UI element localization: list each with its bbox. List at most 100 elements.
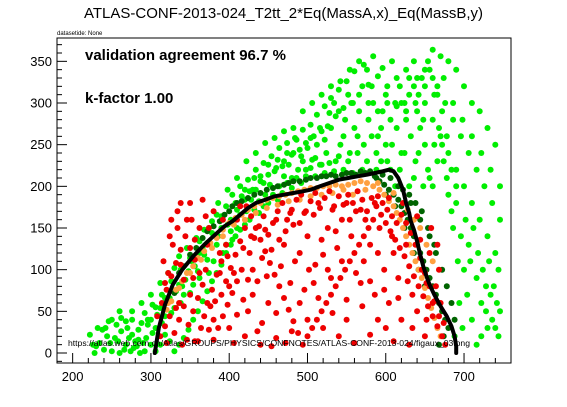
point-red-115 bbox=[182, 233, 189, 240]
point-green-348 bbox=[118, 328, 125, 335]
point-red-144 bbox=[359, 303, 366, 310]
point-green-92 bbox=[476, 216, 483, 223]
point-green-278 bbox=[453, 200, 460, 206]
point-green-62 bbox=[351, 68, 358, 75]
point-green-76 bbox=[414, 108, 421, 115]
point-red-236 bbox=[162, 280, 168, 286]
point-green-209 bbox=[382, 91, 389, 98]
point-green-103 bbox=[484, 325, 491, 331]
point-red-25 bbox=[274, 208, 281, 215]
point-red-142 bbox=[390, 338, 397, 345]
point-green-54 bbox=[321, 103, 328, 110]
point-red-107 bbox=[219, 313, 226, 320]
point-red-150 bbox=[265, 300, 272, 306]
point-darkgreen-41 bbox=[385, 186, 392, 193]
point-green-9 bbox=[138, 300, 145, 306]
point-orange-41 bbox=[400, 225, 406, 231]
point-green-290 bbox=[396, 166, 403, 173]
point-green-401 bbox=[453, 66, 460, 73]
point-red-38 bbox=[335, 193, 342, 200]
point-red-128 bbox=[257, 341, 264, 348]
point-red-78 bbox=[356, 241, 363, 248]
point-orange-61 bbox=[362, 186, 369, 193]
point-green-202 bbox=[415, 91, 422, 98]
point-red-7 bbox=[190, 308, 197, 315]
point-green-325 bbox=[232, 233, 239, 240]
point-green-345 bbox=[137, 350, 143, 356]
point-green-73 bbox=[403, 66, 410, 73]
point-green-406 bbox=[414, 75, 421, 81]
point-darkgreen-7 bbox=[210, 223, 217, 230]
point-orange-78 bbox=[176, 285, 183, 291]
y-tick-label-250: 250 bbox=[30, 137, 52, 152]
point-green-218 bbox=[340, 133, 347, 140]
point-red-70 bbox=[393, 220, 400, 226]
point-green-226 bbox=[302, 166, 309, 173]
point-green-136 bbox=[328, 125, 334, 131]
point-green-143 bbox=[295, 166, 302, 173]
point-green-235 bbox=[260, 180, 267, 186]
point-red-248 bbox=[324, 266, 331, 273]
point-green-352 bbox=[90, 341, 96, 348]
point-green-260 bbox=[143, 335, 150, 341]
point-green-107 bbox=[464, 291, 471, 298]
point-red-87 bbox=[313, 316, 320, 323]
point-darkgreen-13 bbox=[238, 198, 245, 205]
point-red-141 bbox=[406, 341, 413, 348]
point-red-27 bbox=[284, 216, 291, 223]
point-orange-76 bbox=[198, 256, 204, 263]
point-green-285 bbox=[420, 183, 427, 190]
point-green-141 bbox=[304, 145, 311, 151]
point-red-140 bbox=[421, 333, 428, 340]
point-green-126 bbox=[374, 133, 381, 140]
point-darkgreen-30 bbox=[332, 173, 339, 180]
point-green-402 bbox=[445, 58, 452, 65]
point-red-122 bbox=[163, 340, 170, 346]
point-green-276 bbox=[462, 216, 469, 223]
point-darkgreen-40 bbox=[381, 181, 388, 188]
point-green-284 bbox=[425, 166, 431, 173]
point-darkgreen-11 bbox=[229, 203, 236, 210]
point-darkgreen-43 bbox=[395, 196, 402, 203]
point-green-261 bbox=[138, 320, 145, 326]
point-orange-74 bbox=[219, 233, 226, 240]
point-green-181 bbox=[108, 348, 115, 355]
point-green-280 bbox=[443, 175, 450, 181]
y-tick-label-50: 50 bbox=[38, 304, 52, 319]
point-red-111 bbox=[201, 313, 208, 320]
point-red-238 bbox=[183, 336, 190, 343]
point-red-105 bbox=[229, 290, 236, 296]
point-orange-33 bbox=[364, 180, 370, 186]
point-red-109 bbox=[210, 336, 217, 343]
point-green-237 bbox=[251, 175, 258, 181]
point-red-40 bbox=[345, 191, 352, 198]
y-tick-label-200: 200 bbox=[30, 179, 52, 194]
point-red-8 bbox=[194, 295, 201, 301]
point-green-338 bbox=[171, 348, 178, 355]
point-red-101 bbox=[248, 213, 255, 220]
point-green-66 bbox=[370, 53, 377, 60]
point-green-283 bbox=[429, 183, 436, 190]
point-green-265 bbox=[116, 350, 123, 356]
point-orange-44 bbox=[409, 250, 416, 256]
point-red-98 bbox=[262, 248, 269, 255]
point-red-161 bbox=[237, 203, 244, 210]
point-green-252 bbox=[180, 291, 187, 298]
point-green-224 bbox=[312, 155, 319, 161]
point-orange-31 bbox=[351, 180, 358, 186]
point-green-239 bbox=[241, 186, 248, 193]
point-green-101 bbox=[489, 316, 496, 323]
point-green-195 bbox=[448, 166, 455, 173]
point-darkgreen-20 bbox=[281, 181, 287, 188]
x-tick-label-400: 400 bbox=[218, 369, 240, 384]
point-red-197 bbox=[224, 253, 231, 260]
point-darkgreen-78 bbox=[407, 200, 414, 206]
point-red-130 bbox=[288, 328, 295, 335]
point-red-208 bbox=[381, 266, 388, 273]
point-red-168 bbox=[334, 245, 341, 251]
point-red-159 bbox=[210, 208, 217, 215]
point-green-274 bbox=[473, 341, 480, 348]
point-red-145 bbox=[343, 296, 350, 303]
point-darkgreen-18 bbox=[270, 185, 276, 191]
